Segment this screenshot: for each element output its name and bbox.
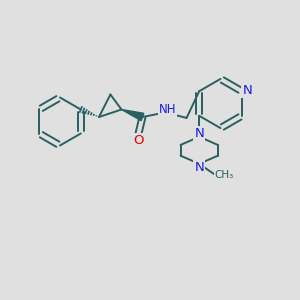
Text: O: O — [133, 134, 143, 148]
Text: CH₃: CH₃ — [214, 170, 234, 180]
Text: N: N — [242, 84, 252, 97]
Text: N: N — [194, 127, 204, 140]
Text: NH: NH — [159, 103, 176, 116]
Polygon shape — [122, 110, 144, 121]
Text: N: N — [194, 161, 204, 174]
